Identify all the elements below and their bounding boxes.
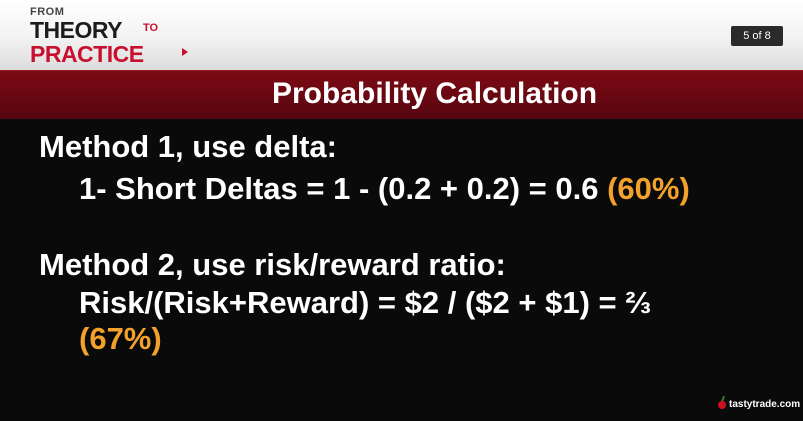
method2-result: (67%) xyxy=(79,321,162,356)
logo-theory: THEORY xyxy=(30,17,123,43)
method1-formula: 1- Short Deltas = 1 - (0.2 + 0.2) = 0.6 xyxy=(79,171,608,206)
tastytrade-logo: tastytrade.com xyxy=(718,395,801,414)
title-bar: Probability Calculation xyxy=(0,70,803,119)
logo-to: TO xyxy=(143,22,159,34)
logo-from: FROM xyxy=(30,6,65,18)
method2-heading: Method 2, use risk/reward ratio: xyxy=(39,247,506,282)
method1-result: (60%) xyxy=(607,171,690,206)
logo-practice: PRACTICE xyxy=(30,41,144,67)
from-theory-to-practice-logo: FROM THEORY TO PRACTICE xyxy=(18,4,208,67)
method1-formula-line: 1- Short Deltas = 1 - (0.2 + 0.2) = 0.6 … xyxy=(79,171,690,207)
method2-formula: Risk/(Risk+Reward) = $2 / ($2 + $1) = ⅔ xyxy=(79,285,652,320)
cherry-icon xyxy=(718,401,726,409)
logo-arrow-icon xyxy=(182,48,188,56)
slide-title: Probability Calculation xyxy=(272,77,598,110)
header-band: FROM THEORY TO PRACTICE 5 of 8 xyxy=(0,0,803,70)
brand-name: tastytrade.com xyxy=(729,399,801,410)
method1-heading: Method 1, use delta: xyxy=(39,129,337,164)
page-indicator: 5 of 8 xyxy=(731,26,783,46)
